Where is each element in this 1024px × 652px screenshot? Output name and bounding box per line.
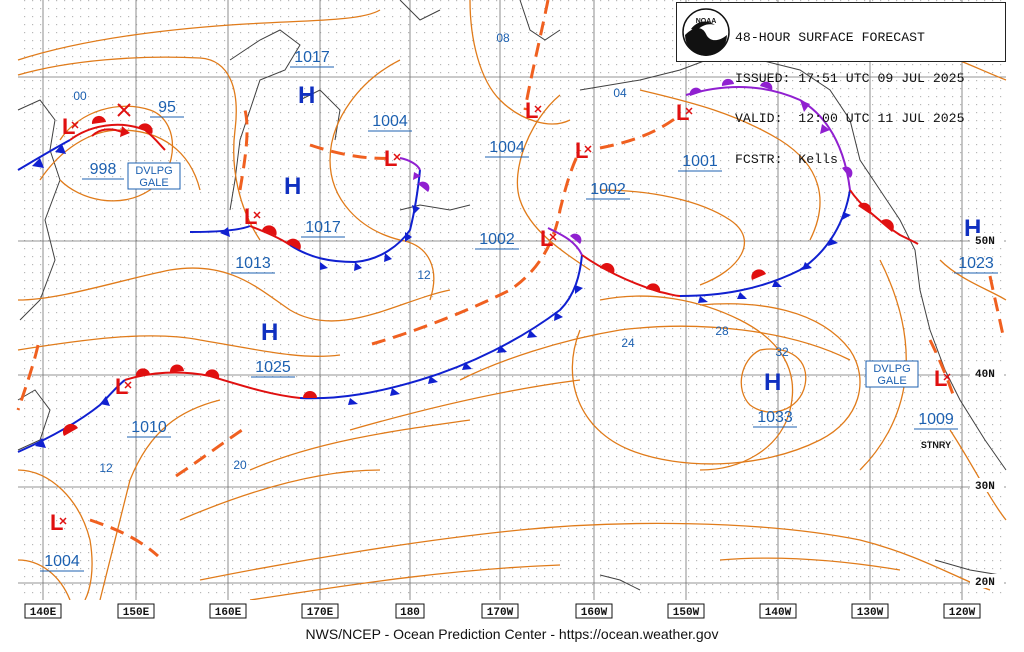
stationary-annotation: STNRY	[921, 440, 951, 450]
high-symbol: H	[764, 369, 781, 396]
lon-tick: 120W	[943, 603, 981, 619]
high-symbol: H	[261, 319, 278, 346]
svg-text:DVLPG: DVLPG	[135, 165, 172, 177]
storm-track-arrow	[91, 128, 123, 137]
svg-text:GALE: GALE	[139, 177, 168, 189]
lon-tick: 130W	[851, 603, 889, 619]
svg-text:40N: 40N	[975, 369, 995, 381]
svg-text:170E: 170E	[307, 607, 334, 619]
header-forecaster: FCSTR: Kells	[735, 151, 838, 167]
low-symbol: L	[575, 138, 588, 163]
svg-text:20N: 20N	[975, 577, 995, 589]
occluded-front-pips	[413, 78, 853, 244]
pressure-value: 1010	[131, 419, 167, 436]
lon-tick: 160E	[209, 603, 247, 619]
pressure-value: 1002	[590, 181, 626, 198]
svg-text:50N: 50N	[975, 236, 995, 248]
high-symbol: H	[284, 173, 301, 200]
svg-text:160E: 160E	[215, 607, 242, 619]
lon-tick: 140W	[759, 603, 797, 619]
low-symbol: L	[384, 146, 397, 171]
graticule	[18, 0, 1006, 600]
longitude-labels: 140E 150E 160E 170E 180 170W 160W 150W	[24, 603, 981, 619]
lon-tick: 170E	[301, 603, 339, 619]
latitude-labels: 50N 40N 30N 20N	[970, 233, 1004, 589]
pressure-value: 1025	[255, 359, 291, 376]
lon-tick: 170W	[481, 603, 519, 619]
svg-text:140E: 140E	[30, 607, 57, 619]
svg-text:GALE: GALE	[877, 375, 906, 387]
isobars	[17, 0, 1007, 601]
low-symbol: L	[525, 98, 538, 123]
warm-front-pips	[62, 115, 894, 436]
noaa-logo: NOAA	[682, 8, 730, 56]
gale-warning-left: DVLPG GALE	[127, 162, 181, 190]
dot-grid-background	[18, 0, 1006, 600]
lon-tick: 150W	[667, 603, 705, 619]
header-issued: ISSUED: 17:51 UTC 09 JUL 2025	[735, 70, 965, 86]
low-symbol: L	[115, 374, 128, 399]
header-text: 48-HOUR SURFACE FORECAST ISSUED: 17:51 U…	[735, 4, 965, 193]
lon-tick: 160W	[575, 603, 613, 619]
header-valid: VALID: 12:00 UTC 11 JUL 2025	[735, 111, 965, 126]
svg-text:NOAA: NOAA	[696, 18, 717, 25]
pressure-value: 1004	[44, 553, 80, 570]
isobar-value: 28	[715, 324, 729, 338]
low-symbol: L	[244, 204, 257, 229]
pressure-value: 1017	[294, 49, 330, 66]
cold-front-pips	[32, 144, 851, 448]
svg-text:150E: 150E	[123, 607, 150, 619]
isobar-values: 00 08 04 12 24 28 32 20 12	[73, 31, 789, 475]
forecast-header: NOAA 48-HOUR SURFACE FORECAST ISSUED: 17…	[676, 2, 1006, 166]
svg-text:140W: 140W	[765, 607, 792, 619]
pressure-value: 1001	[682, 153, 718, 170]
pressure-value: 1002	[479, 231, 515, 248]
footer-credit: NWS/NCEP - Ocean Prediction Center - htt…	[305, 626, 719, 642]
pressure-values: 998 95 1017 1004 1017 1013 1004 1002 100…	[44, 49, 994, 570]
low-symbol: L	[50, 510, 63, 535]
lon-tick: 180	[395, 603, 425, 619]
lon-tick: 140E	[24, 603, 62, 619]
svg-text:DVLPG: DVLPG	[873, 363, 910, 375]
troughs	[16, 0, 1006, 558]
lon-tick: 150E	[117, 603, 155, 619]
isobar-value: 24	[621, 336, 635, 350]
pressure-value-underlines	[40, 66, 998, 572]
isobar-value: 08	[496, 31, 510, 45]
pressure-value: 1013	[235, 255, 271, 272]
svg-text:130W: 130W	[857, 607, 884, 619]
low-symbol: L	[62, 114, 75, 139]
isobar-value: 12	[417, 268, 431, 282]
isobar-value: 00	[73, 89, 87, 103]
pressure-value: 95	[158, 99, 176, 116]
isobar-value: 32	[775, 345, 789, 359]
low-x-marks	[59, 103, 951, 525]
pressure-value: 1004	[372, 113, 408, 130]
pressure-value: 1017	[305, 219, 341, 236]
low-symbol: L	[540, 226, 553, 251]
low-centers: L L L L L L L L L L	[50, 98, 947, 535]
high-symbol: H	[298, 82, 315, 109]
pressure-value: 1004	[489, 139, 525, 156]
gale-warning-right: DVLPG GALE	[865, 360, 919, 388]
svg-text:170W: 170W	[487, 607, 514, 619]
isobar-value: 04	[613, 86, 627, 100]
svg-text:160W: 160W	[581, 607, 608, 619]
header-title: 48-HOUR SURFACE FORECAST	[735, 30, 925, 45]
storm-track-arrowhead	[120, 126, 130, 137]
low-symbol: L	[676, 100, 689, 125]
pressure-value: 1009	[918, 411, 954, 428]
low-symbol: L	[934, 366, 947, 391]
pressure-value: 998	[90, 161, 117, 178]
svg-text:30N: 30N	[975, 481, 995, 493]
isobar-value: 12	[99, 461, 113, 475]
pressure-value: 1023	[958, 255, 994, 272]
svg-text:180: 180	[400, 607, 420, 619]
isobar-value: 20	[233, 458, 247, 472]
svg-text:120W: 120W	[949, 607, 976, 619]
pressure-value: 1033	[757, 409, 793, 426]
svg-text:150W: 150W	[673, 607, 700, 619]
